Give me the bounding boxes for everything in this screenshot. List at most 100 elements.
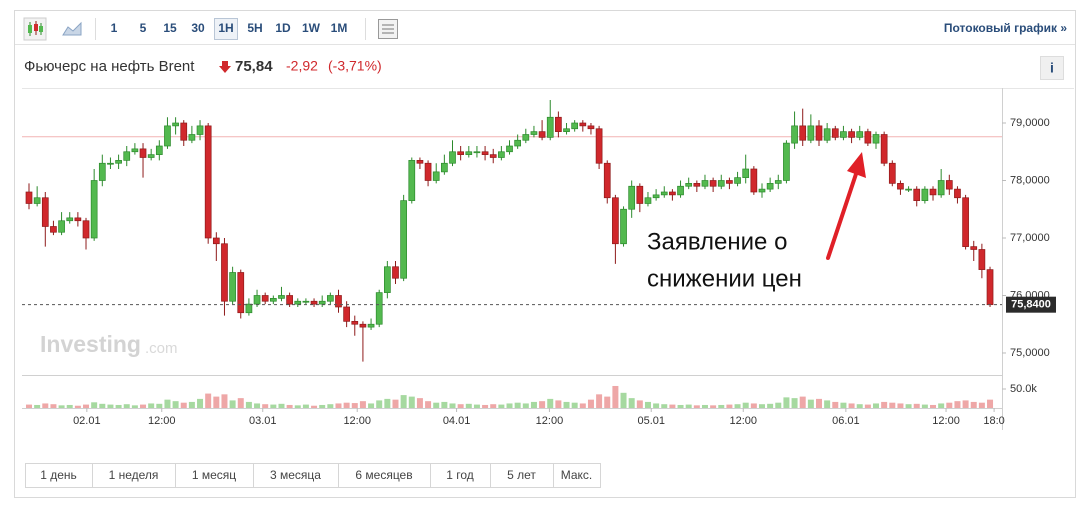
volume-bar	[620, 392, 627, 408]
interval-button[interactable]: 1W	[302, 21, 321, 35]
range-button[interactable]	[553, 463, 601, 488]
candle-body	[644, 197, 652, 204]
candle-body	[595, 128, 603, 164]
range-label[interactable]: 6 месяцев	[355, 468, 412, 482]
volume-bar	[180, 402, 187, 408]
volume-bar	[58, 405, 65, 408]
interval-button[interactable]: 15	[163, 21, 177, 35]
volume-bar	[197, 398, 204, 408]
volume-bar	[482, 404, 489, 408]
candle-body	[791, 125, 798, 144]
volume-bar	[612, 385, 619, 408]
range-label[interactable]: 1 месяц	[192, 468, 236, 482]
volume-bar	[384, 398, 391, 408]
candle-body	[962, 197, 969, 247]
candle-body	[375, 292, 383, 325]
volume-bar	[42, 403, 49, 408]
range-label[interactable]: Макс.	[561, 468, 593, 482]
volume-bar	[636, 400, 643, 408]
volume-bar	[571, 402, 578, 408]
volume-bar	[294, 405, 301, 408]
volume-bar	[539, 401, 546, 408]
volume-bar	[335, 403, 342, 408]
icon-body	[39, 26, 43, 32]
change-pct: (-3,71%)	[328, 58, 382, 74]
volume-bar	[237, 398, 244, 408]
stream-link[interactable]: Потоковый график »	[944, 21, 1067, 35]
volume-bar	[221, 394, 228, 408]
candle-body	[123, 151, 131, 161]
y-tick-label: 75,0000	[1010, 347, 1050, 359]
range-label[interactable]: 1 неделя	[109, 468, 159, 482]
candle-body	[424, 162, 432, 181]
candles-icon[interactable]	[23, 17, 47, 41]
volume-bar	[433, 402, 440, 408]
volume-bar	[327, 404, 334, 408]
volume-bar	[140, 404, 147, 408]
range-button[interactable]	[490, 463, 554, 488]
volume-bar	[750, 403, 757, 408]
volume-tick-label: 50.0k	[1010, 383, 1037, 395]
volume-bar	[131, 405, 138, 408]
range-button[interactable]	[25, 463, 93, 488]
range-label[interactable]: 3 месяца	[270, 468, 321, 482]
candle-body	[864, 131, 872, 144]
volume-bar	[302, 404, 309, 408]
volume-bar	[498, 404, 505, 408]
indicators-icon[interactable]	[378, 19, 398, 39]
volume-bar	[408, 396, 415, 408]
annotation-arrowhead	[847, 152, 866, 178]
candle-body	[571, 122, 579, 130]
candle-body	[90, 180, 98, 239]
volume-bar	[311, 405, 318, 408]
candle-body	[742, 168, 750, 178]
volume-bar	[376, 400, 383, 408]
candle-body	[660, 191, 668, 196]
volume-bar	[742, 402, 749, 408]
annotation-text: Заявление о	[647, 228, 787, 255]
volume-bar	[278, 403, 285, 408]
interval-button[interactable]: 1D	[275, 21, 291, 35]
area-icon[interactable]	[62, 21, 82, 36]
volume-bar	[758, 404, 765, 408]
candle-body	[921, 188, 929, 201]
interval-button[interactable]: 1M	[331, 21, 348, 35]
y-tick-label: 77,0000	[1010, 232, 1050, 244]
interval-button[interactable]: 5	[140, 21, 147, 35]
volume-bar	[913, 403, 920, 408]
range-button[interactable]	[253, 463, 339, 488]
volume-bar	[319, 404, 326, 408]
info-button[interactable]	[1040, 56, 1064, 80]
candle-body	[685, 183, 693, 187]
volume-bar	[465, 403, 472, 408]
volume-bar	[962, 400, 969, 408]
interval-button[interactable]: 5H	[247, 21, 262, 35]
volume-bar	[628, 398, 635, 408]
interval-button[interactable]: 30	[191, 21, 205, 35]
candle-body	[587, 125, 595, 130]
volume-bar	[148, 403, 155, 408]
range-button[interactable]	[338, 463, 431, 488]
volume-bar	[449, 403, 456, 408]
candle-body	[758, 188, 766, 193]
range-button[interactable]	[430, 463, 491, 488]
range-label[interactable]: 1 день	[40, 468, 77, 482]
range-label[interactable]: 5 лет	[507, 468, 536, 482]
volume-bar	[91, 402, 98, 408]
volume-bar	[530, 401, 537, 408]
range-label[interactable]: 1 год	[446, 468, 474, 482]
x-tick-label: 06.01	[832, 415, 860, 427]
info-label[interactable]: i	[1050, 60, 1054, 76]
active-interval[interactable]	[214, 18, 238, 40]
volume-bar	[734, 404, 741, 408]
volume-bar	[490, 404, 497, 408]
interval-button[interactable]: 1H	[218, 21, 233, 35]
volume-bar	[172, 401, 179, 408]
candle-body	[253, 295, 261, 305]
volume-bar	[262, 404, 269, 408]
candle-body	[164, 125, 171, 147]
interval-button[interactable]: 1	[111, 21, 118, 35]
volume-bar	[889, 402, 896, 408]
volume-bar	[522, 403, 529, 408]
volume-bar	[970, 401, 977, 408]
